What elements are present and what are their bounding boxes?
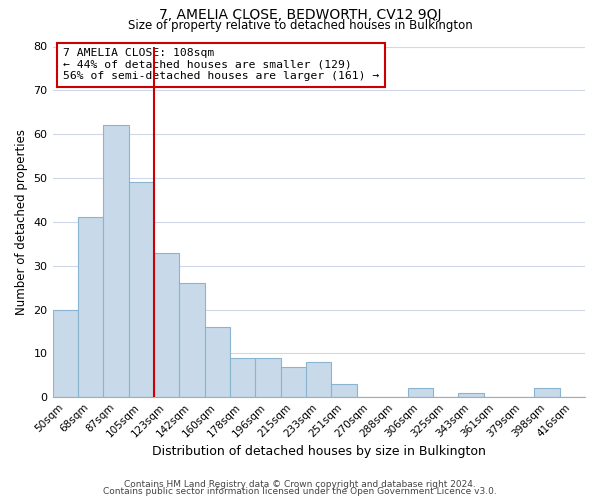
- Bar: [534, 388, 560, 397]
- Bar: [53, 310, 78, 397]
- Bar: [154, 252, 179, 397]
- Bar: [281, 366, 306, 397]
- Bar: [407, 388, 433, 397]
- Bar: [205, 327, 230, 397]
- Bar: [179, 283, 205, 397]
- Y-axis label: Number of detached properties: Number of detached properties: [15, 129, 28, 315]
- Bar: [103, 126, 128, 397]
- Text: Contains public sector information licensed under the Open Government Licence v3: Contains public sector information licen…: [103, 487, 497, 496]
- Bar: [256, 358, 281, 397]
- Bar: [331, 384, 357, 397]
- X-axis label: Distribution of detached houses by size in Bulkington: Distribution of detached houses by size …: [152, 444, 486, 458]
- Text: 7 AMELIA CLOSE: 108sqm
← 44% of detached houses are smaller (129)
56% of semi-de: 7 AMELIA CLOSE: 108sqm ← 44% of detached…: [63, 48, 379, 82]
- Bar: [306, 362, 331, 397]
- Bar: [78, 218, 103, 397]
- Text: Size of property relative to detached houses in Bulkington: Size of property relative to detached ho…: [128, 18, 472, 32]
- Bar: [230, 358, 256, 397]
- Text: Contains HM Land Registry data © Crown copyright and database right 2024.: Contains HM Land Registry data © Crown c…: [124, 480, 476, 489]
- Bar: [458, 393, 484, 397]
- Text: 7, AMELIA CLOSE, BEDWORTH, CV12 9QJ: 7, AMELIA CLOSE, BEDWORTH, CV12 9QJ: [159, 8, 441, 22]
- Bar: [128, 182, 154, 397]
